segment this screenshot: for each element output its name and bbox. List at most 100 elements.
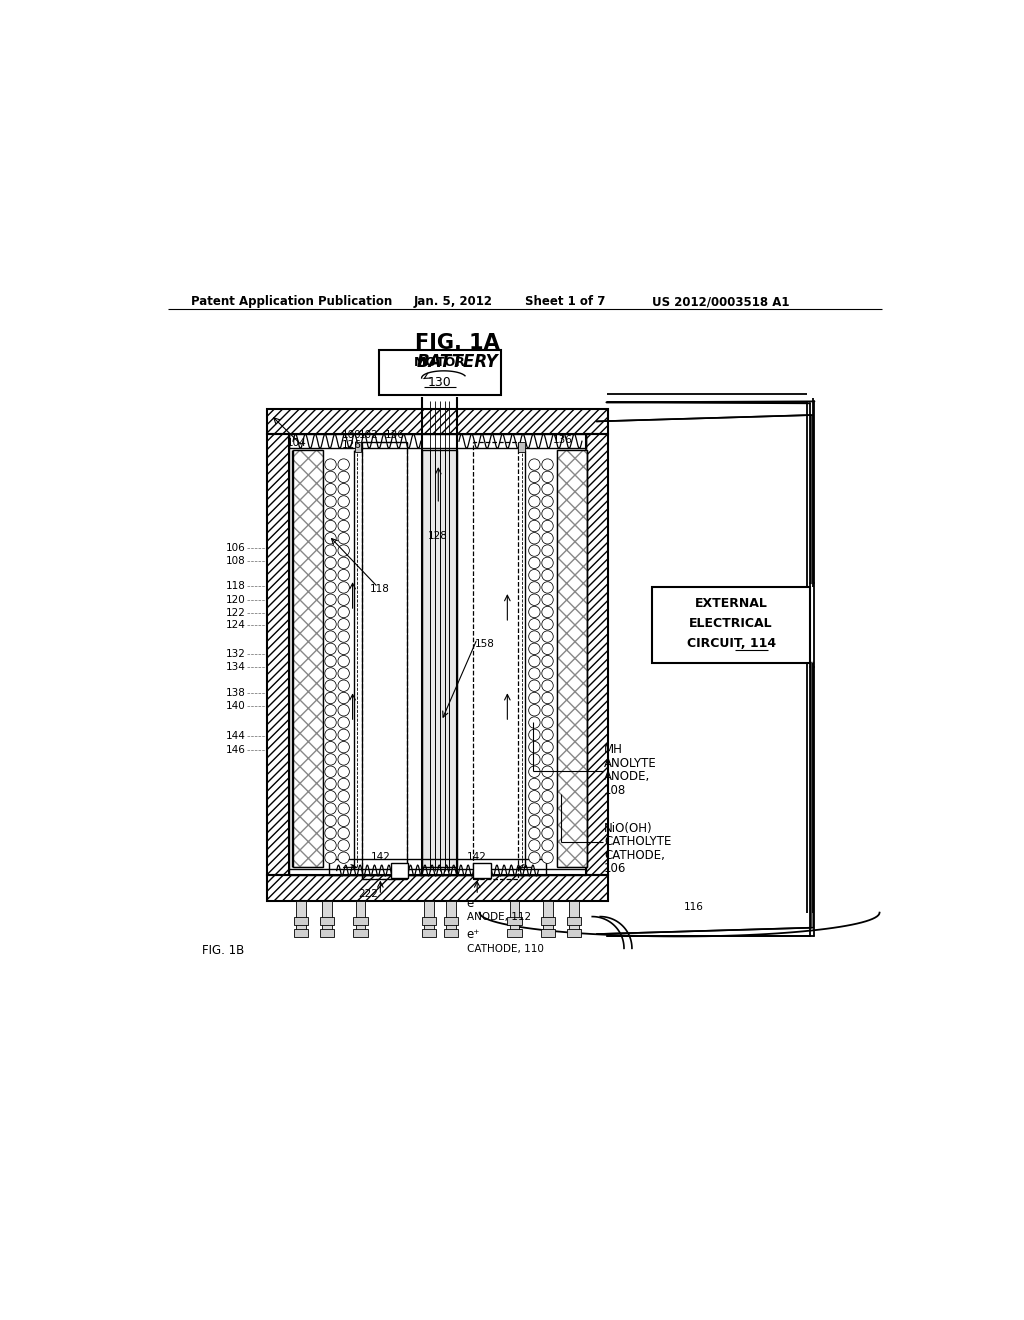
Circle shape <box>325 851 336 863</box>
Circle shape <box>528 557 540 569</box>
Circle shape <box>542 483 553 495</box>
Circle shape <box>325 766 336 777</box>
Circle shape <box>338 851 349 863</box>
Bar <box>557 450 587 867</box>
Text: 106: 106 <box>225 543 246 553</box>
Circle shape <box>542 754 553 766</box>
Circle shape <box>542 606 553 618</box>
Circle shape <box>325 828 336 838</box>
Text: US 2012/0003518 A1: US 2012/0003518 A1 <box>652 296 790 308</box>
Text: ANODE, 112: ANODE, 112 <box>467 912 531 921</box>
Circle shape <box>338 483 349 495</box>
Text: 120: 120 <box>225 595 246 605</box>
Circle shape <box>338 828 349 838</box>
Circle shape <box>338 779 349 789</box>
Text: 136: 136 <box>385 430 404 440</box>
Bar <box>541 916 555 924</box>
Circle shape <box>542 582 553 593</box>
Circle shape <box>325 483 336 495</box>
Circle shape <box>542 705 553 715</box>
Circle shape <box>542 692 553 704</box>
Bar <box>267 434 289 875</box>
Circle shape <box>528 692 540 704</box>
Bar <box>543 900 553 931</box>
Circle shape <box>542 680 553 692</box>
Text: 158: 158 <box>475 639 495 649</box>
Circle shape <box>338 803 349 814</box>
Bar <box>473 863 490 878</box>
Circle shape <box>528 545 540 556</box>
Text: 100: 100 <box>342 430 361 440</box>
Circle shape <box>325 619 336 630</box>
Bar <box>518 442 524 451</box>
Bar <box>289 434 586 875</box>
Circle shape <box>542 532 553 544</box>
Bar <box>329 858 546 875</box>
Circle shape <box>528 742 540 752</box>
Bar <box>293 450 324 867</box>
Text: 132: 132 <box>225 649 246 659</box>
Bar <box>473 442 517 879</box>
Text: FIG. 1A: FIG. 1A <box>415 333 500 352</box>
Text: 222: 222 <box>358 890 379 899</box>
Circle shape <box>338 557 349 569</box>
Circle shape <box>325 569 336 581</box>
Circle shape <box>542 557 553 569</box>
Text: Sheet 1 of 7: Sheet 1 of 7 <box>524 296 605 308</box>
Bar <box>567 916 582 924</box>
Circle shape <box>325 754 336 766</box>
Text: CATHOLYTE: CATHOLYTE <box>604 836 672 849</box>
Bar <box>507 916 521 924</box>
Circle shape <box>325 459 336 470</box>
Text: 124: 124 <box>225 620 246 631</box>
Circle shape <box>528 717 540 729</box>
Text: 134: 134 <box>225 661 246 672</box>
Circle shape <box>528 779 540 789</box>
Circle shape <box>542 471 553 483</box>
Bar <box>321 916 334 924</box>
Circle shape <box>528 816 540 826</box>
Circle shape <box>338 668 349 678</box>
Circle shape <box>542 717 553 729</box>
Circle shape <box>528 520 540 532</box>
Text: 142: 142 <box>467 853 487 862</box>
Bar <box>510 900 519 931</box>
Circle shape <box>528 569 540 581</box>
Bar <box>443 916 458 924</box>
Bar <box>443 929 458 937</box>
Circle shape <box>325 705 336 715</box>
Circle shape <box>325 631 336 643</box>
Circle shape <box>338 619 349 630</box>
Text: 146: 146 <box>225 744 246 755</box>
Bar <box>323 900 332 931</box>
Text: 128: 128 <box>428 531 447 541</box>
Bar <box>557 450 587 867</box>
Circle shape <box>325 742 336 752</box>
Bar <box>289 434 586 875</box>
Circle shape <box>542 668 553 678</box>
Text: 138: 138 <box>225 688 246 698</box>
Circle shape <box>338 742 349 752</box>
Circle shape <box>542 791 553 803</box>
Text: MH: MH <box>604 743 623 756</box>
Circle shape <box>338 840 349 851</box>
Circle shape <box>338 459 349 470</box>
Circle shape <box>528 766 540 777</box>
Text: e⁺: e⁺ <box>467 928 480 941</box>
Text: ANODE,: ANODE, <box>604 771 650 783</box>
Circle shape <box>528 582 540 593</box>
Circle shape <box>528 828 540 838</box>
Text: 108: 108 <box>225 556 246 566</box>
Bar <box>321 929 334 937</box>
Circle shape <box>528 656 540 667</box>
Circle shape <box>325 692 336 704</box>
Circle shape <box>528 459 540 470</box>
Circle shape <box>338 532 349 544</box>
Circle shape <box>338 545 349 556</box>
Text: 116: 116 <box>684 902 703 912</box>
Circle shape <box>528 791 540 803</box>
Circle shape <box>528 606 540 618</box>
Text: 118: 118 <box>225 581 246 590</box>
Bar <box>294 929 308 937</box>
Circle shape <box>325 680 336 692</box>
